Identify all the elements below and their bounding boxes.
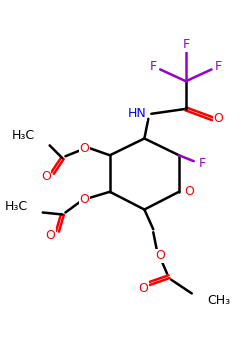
Text: O: O [155,250,165,262]
Text: HN: HN [128,107,146,120]
Text: H₃C: H₃C [5,200,28,213]
Text: F: F [199,157,206,170]
Text: O: O [79,193,89,206]
Text: F: F [215,60,222,73]
Text: O: O [46,229,56,242]
Text: F: F [150,60,157,73]
Text: H₃C: H₃C [12,129,35,142]
Text: O: O [79,142,89,155]
Text: O: O [184,185,194,198]
Text: O: O [41,170,51,183]
Text: F: F [182,38,190,51]
Text: O: O [138,282,148,295]
Text: CH₃: CH₃ [208,294,231,307]
Text: O: O [214,112,223,125]
